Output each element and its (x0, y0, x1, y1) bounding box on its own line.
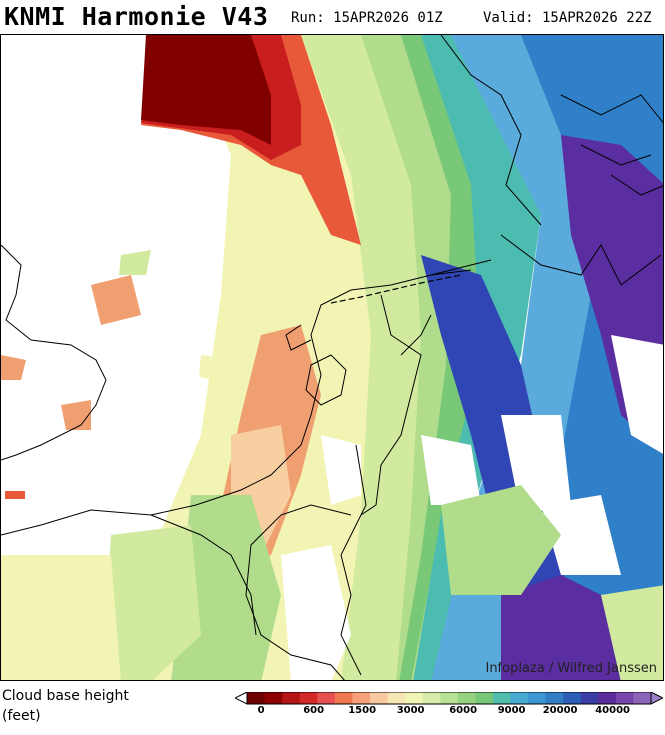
colorbar-swatch (633, 692, 652, 704)
colorbar-swatch (440, 692, 459, 704)
colorbar-swatch (492, 692, 511, 704)
colorbar-swatch (563, 692, 582, 704)
colorbar-tick-label: 40000 (595, 705, 631, 716)
colorbar-swatch (247, 692, 266, 704)
valid-time: Valid: 15APR2026 22Z (483, 10, 652, 26)
colorbar-tick-label: 3000 (396, 705, 425, 716)
legend-label-line1: Cloud base height (2, 688, 129, 704)
colorbar-swatch (528, 692, 547, 704)
colorbar-swatch (475, 692, 494, 704)
colorbar-swatch (387, 692, 406, 704)
colorbar-swatch (545, 692, 564, 704)
colorbar-swatch (422, 692, 441, 704)
colorbar-max-arrow (650, 692, 663, 705)
band-light-green (361, 35, 471, 680)
colorbar-tick-label: 600 (303, 705, 325, 716)
colorbar-swatch (457, 692, 476, 704)
colorbar-min-arrow (235, 692, 248, 705)
colorbar-swatch (580, 692, 599, 704)
colorbar-tick-label: 1500 (348, 705, 377, 716)
colorbar-swatch (510, 692, 529, 704)
colorbar-tick-label: 6000 (449, 705, 478, 716)
run-time: Run: 15APR2026 01Z (291, 10, 443, 26)
band-dark-blue (421, 255, 581, 680)
low-cloud-dark-red (141, 35, 271, 145)
colorbar-swatch (369, 692, 389, 704)
colorbar-tick-label: 0 (257, 705, 265, 716)
borders (150, 294, 422, 636)
colorbar-swatch (264, 692, 283, 704)
colorbar-legend (235, 692, 663, 705)
colorbar-swatch (299, 692, 318, 704)
band-yellow-green (301, 35, 441, 680)
map-title: KNMI Harmonie V43 (4, 2, 269, 31)
colorbar-swatch (317, 692, 336, 704)
colorbar-swatch (598, 692, 617, 704)
cloud-base-field (1, 35, 663, 680)
purple-area-south (501, 575, 621, 680)
legend-label: Cloud base height (feet) (2, 686, 129, 726)
colorbar-swatch (352, 692, 371, 704)
colorbar-tick-label: 9000 (497, 705, 526, 716)
weather-map[interactable]: Infoplaza / Wilfred Janssen (0, 34, 664, 681)
credit-text: Infoplaza / Wilfred Janssen (485, 661, 657, 676)
colorbar-swatch (282, 692, 301, 704)
colorbar-swatch (334, 692, 353, 704)
colorbar-tick-label: 20000 (542, 705, 578, 716)
colorbar-swatch (405, 692, 424, 704)
legend-label-line2: (feet) (2, 708, 41, 724)
colorbar-swatch (615, 692, 634, 704)
